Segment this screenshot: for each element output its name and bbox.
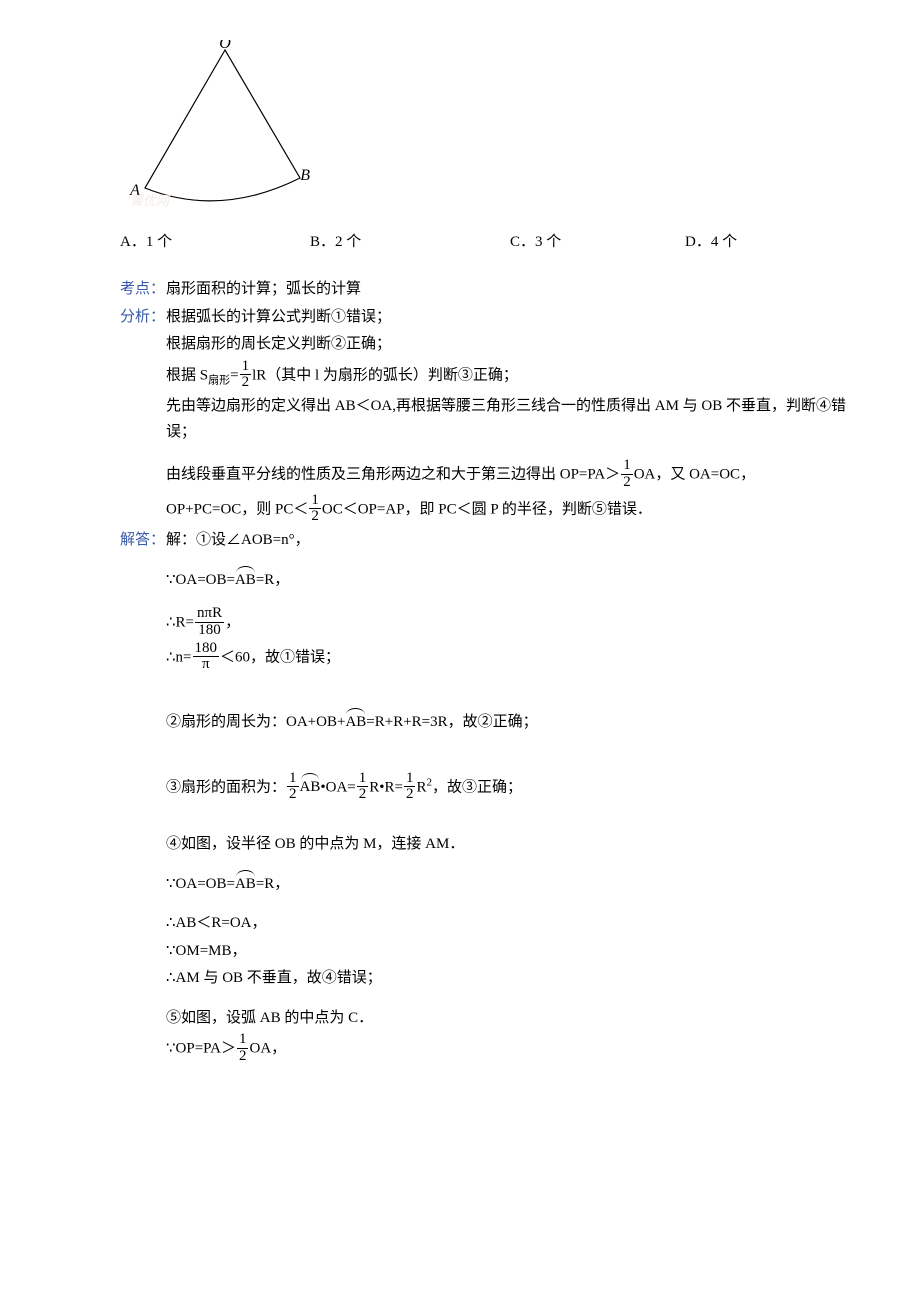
- frac-num: 1: [404, 771, 416, 788]
- frac-num: 1: [621, 458, 633, 475]
- sector-svg: O A B: [120, 40, 310, 210]
- jieda-l8a: ∵OA=OB=: [166, 876, 235, 892]
- jieda-l5-arc: AB: [345, 710, 366, 736]
- frac-num: 180: [193, 641, 220, 658]
- frac-den: 2: [309, 509, 321, 525]
- jieda-l13-frac: 12: [237, 1032, 249, 1065]
- label-A: A: [129, 182, 140, 199]
- jieda-line2: ∵OA=OB=AB=R，: [166, 568, 860, 594]
- jieda-l13b: OA，: [249, 1041, 286, 1057]
- jieda-l6b: •OA=: [320, 779, 355, 795]
- frac-num: 1: [357, 771, 369, 788]
- fenxi-line3: 根据 S扇形=12lR（其中 l 为扇形的弧长）判断③正确；: [166, 360, 860, 393]
- frac-den: 2: [404, 787, 416, 803]
- fenxi-l3a: 根据 S: [166, 367, 208, 383]
- jieda-line9: ∴AB＜R=OA，: [166, 911, 860, 937]
- jieda-l3b: ，: [225, 615, 240, 631]
- option-b: B．2 个: [310, 230, 510, 256]
- jieda-l2-arc: AB: [235, 568, 256, 594]
- fenxi-l3-frac: 12: [240, 359, 252, 392]
- fenxi-l5a: 由线段垂直平分线的性质及三角形两边之和大于第三边得出 OP=PA＞: [166, 467, 620, 483]
- jieda-l4-frac: 180π: [193, 641, 220, 674]
- jieda-line13: ∵OP=PA＞12OA，: [166, 1033, 860, 1066]
- jieda-l5b: =R+R+R=3R，故②正确；: [366, 714, 537, 730]
- fenxi-l3-sub: 扇形: [208, 374, 230, 386]
- jieda-line7: ④如图，设半径 OB 的中点为 M，连接 AM．: [166, 832, 860, 858]
- fenxi-l3c: lR（其中 l 为扇形的弧长）判断③正确；: [252, 367, 518, 383]
- jieda-l6-f3: 12: [404, 771, 416, 804]
- frac-den: 2: [287, 787, 299, 803]
- frac-den: π: [193, 657, 220, 673]
- jieda-l2a: ∵OA=OB=: [166, 572, 235, 588]
- jieda-line3: ∴R=nπR180，: [166, 607, 860, 640]
- frac-num: 1: [240, 359, 252, 376]
- label-O: O: [219, 40, 231, 52]
- fenxi-l6b: OC＜OP=AP，即 PC＜圆 P 的半径，判断⑤错误．: [322, 501, 652, 517]
- label-B: B: [300, 167, 310, 184]
- frac-den: 2: [621, 475, 633, 491]
- jieda-label: 解答：: [120, 528, 166, 554]
- jieda-line10: ∵OM=MB，: [166, 939, 860, 965]
- jieda-l6c: R•R=: [369, 779, 403, 795]
- frac-num: 1: [287, 771, 299, 788]
- frac-num: 1: [309, 493, 321, 510]
- frac-num: nπR: [195, 606, 224, 623]
- option-d: D．4 个: [685, 230, 737, 256]
- jieda-l3a: ∴R=: [166, 615, 194, 631]
- jieda-line12: ⑤如图，设弧 AB 的中点为 C．: [166, 1006, 860, 1032]
- fenxi-l6a: OP+PC=OC，则 PC＜: [166, 501, 308, 517]
- fenxi-line1: 根据弧长的计算公式判断①错误；: [166, 305, 860, 331]
- fenxi-line6: OP+PC=OC，则 PC＜12OC＜OP=AP，即 PC＜圆 P 的半径，判断…: [166, 494, 860, 527]
- jieda-l3-frac: nπR180: [195, 606, 224, 639]
- jieda-l4a: ∴n=: [166, 649, 192, 665]
- jieda-l8-arc: AB: [235, 872, 256, 898]
- fenxi-line2: 根据扇形的周长定义判断②正确；: [166, 332, 860, 358]
- fenxi-l5b: OA，又 OA=OC，: [634, 467, 755, 483]
- fenxi-line4: 先由等边扇形的定义得出 AB＜OA,再根据等腰三角形三线合一的性质得出 AM 与…: [166, 394, 860, 445]
- jieda-line8: ∵OA=OB=AB=R，: [166, 872, 860, 898]
- fenxi-l6-frac: 12: [309, 493, 321, 526]
- jieda-l6-arc: AB: [300, 775, 321, 801]
- kaodian-text: 扇形面积的计算；弧长的计算: [166, 277, 860, 303]
- jieda-line5: ②扇形的周长为：OA+OB+AB=R+R+R=3R，故②正确；: [166, 710, 860, 736]
- jieda-line1: 解：①设∠AOB=n°，: [166, 528, 860, 554]
- fenxi-line5: 由线段垂直平分线的性质及三角形两边之和大于第三边得出 OP=PA＞12OA，又 …: [166, 459, 860, 492]
- jieda-l13a: ∵OP=PA＞: [166, 1041, 236, 1057]
- fenxi-l3b: =: [230, 367, 238, 383]
- jieda-l6a: ③扇形的面积为：: [166, 779, 286, 795]
- sector-figure: O A B: [120, 40, 860, 220]
- option-c: C．3 个: [510, 230, 685, 256]
- frac-num: 1: [237, 1032, 249, 1049]
- frac-den: 2: [357, 787, 369, 803]
- jieda-line4: ∴n=180π＜60，故①错误；: [166, 642, 860, 675]
- fenxi-l5-frac: 12: [621, 458, 633, 491]
- frac-den: 180: [195, 623, 224, 639]
- fenxi-label: 分析：: [120, 305, 166, 331]
- kaodian-label: 考点：: [120, 277, 166, 303]
- option-a: A．1 个: [120, 230, 310, 256]
- jieda-l6-f2: 12: [357, 771, 369, 804]
- jieda-line6: ③扇形的面积为：12AB•OA=12R•R=12R2，故③正确；: [166, 772, 860, 805]
- jieda-l2b: =R，: [256, 572, 289, 588]
- jieda-l6-f1: 12: [287, 771, 299, 804]
- options-row: A．1 个 B．2 个 C．3 个 D．4 个: [120, 230, 860, 256]
- frac-den: 2: [240, 375, 252, 391]
- jieda-l8b: =R，: [256, 876, 289, 892]
- jieda-line11: ∴AM 与 OB 不垂直，故④错误；: [166, 966, 860, 992]
- frac-den: 2: [237, 1049, 249, 1065]
- jieda-l6d: R: [416, 779, 426, 795]
- jieda-l5a: ②扇形的周长为：OA+OB+: [166, 714, 345, 730]
- jieda-l6e: ，故③正确；: [432, 779, 522, 795]
- jieda-l4b: ＜60，故①错误；: [220, 649, 340, 665]
